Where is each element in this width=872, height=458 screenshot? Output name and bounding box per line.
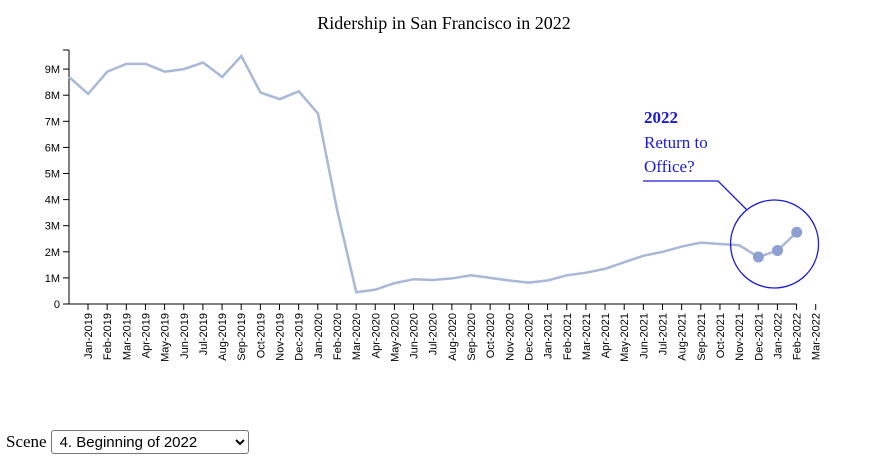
x-tick-label: Apr-2020 <box>370 313 382 358</box>
x-tick-label: Jul-2021 <box>658 313 670 355</box>
y-tick-label: 0 <box>54 299 60 311</box>
x-tick-label: Oct-2020 <box>485 313 497 358</box>
y-tick-label: 6M <box>45 142 60 154</box>
x-tick-label: Apr-2019 <box>140 313 152 358</box>
x-tick-label: Nov-2021 <box>734 313 746 361</box>
x-tick-label: Dec-2021 <box>753 313 765 361</box>
annotation-line: Office? <box>644 157 695 176</box>
x-tick-label: Jan-2019 <box>83 313 95 359</box>
chart-title: Ridership in San Francisco in 2022 <box>317 13 570 33</box>
x-tick-label: Jan-2021 <box>543 313 555 359</box>
x-tick-label: Nov-2020 <box>504 313 516 361</box>
x-tick-label: Mar-2021 <box>581 313 593 360</box>
highlight-point <box>752 251 764 263</box>
ridership-chart: Ridership in San Francisco in 2022 0 1M 2M… <box>45 13 823 362</box>
x-tick-label: Jun-2019 <box>179 313 191 359</box>
scene-select[interactable]: 4. Beginning of 2022 <box>50 430 249 454</box>
annotation-title: 2022 <box>644 108 678 127</box>
scene-control: Scene 4. Beginning of 2022 <box>6 430 249 454</box>
x-tick-label: Mar-2020 <box>351 313 363 360</box>
x-tick-label: Jul-2019 <box>198 313 210 355</box>
x-tick-label: Feb-2021 <box>562 313 574 360</box>
x-tick-label: Nov-2019 <box>275 313 287 361</box>
x-tick-label: Sep-2019 <box>236 313 248 361</box>
y-tick-label: 8M <box>45 90 60 102</box>
x-tick-label: Jun-2021 <box>638 313 650 359</box>
x-tick-label: Apr-2021 <box>600 313 612 358</box>
y-tick-label: 1M <box>45 273 60 285</box>
x-tick-label: May-2021 <box>619 313 631 362</box>
x-tick-label: Feb-2019 <box>102 313 114 360</box>
plot-area: 0 1M 2M 3M 4M 5M 6M 7M 8M 9M Jan-2019 Feb-2019 Mar-2… <box>45 49 823 362</box>
annotation-connector <box>643 180 748 211</box>
x-tick-label: Oct-2021 <box>715 313 727 358</box>
y-tick-label: 5M <box>45 169 60 181</box>
y-tick-label: 4M <box>45 195 60 207</box>
scene-label: Scene <box>6 432 47 451</box>
y-tick-label: 9M <box>45 64 60 76</box>
x-tick-label: Feb-2020 <box>332 313 344 360</box>
x-tick-label: Sep-2020 <box>466 313 478 361</box>
x-tick-label: Aug-2019 <box>217 313 229 361</box>
x-tick-label: Mar-2019 <box>121 313 133 360</box>
x-tick-label: Aug-2021 <box>677 313 689 361</box>
x-tick-label: May-2019 <box>160 313 172 362</box>
x-tick-label: Jul-2020 <box>428 313 440 355</box>
x-tick-label: Sep-2021 <box>696 313 708 361</box>
y-tick-label: 3M <box>45 221 60 233</box>
x-tick-label: Dec-2019 <box>294 313 306 361</box>
annotation-line: Return to <box>644 133 708 152</box>
x-tick-label: Jan-2020 <box>313 313 325 359</box>
highlight-point <box>791 226 803 238</box>
highlight-point <box>772 244 784 256</box>
y-tick-label: 7M <box>45 116 60 128</box>
x-tick-label: May-2020 <box>389 313 401 362</box>
x-tick-label: Jun-2020 <box>409 313 421 359</box>
annotation-circle <box>729 199 820 289</box>
ridership-series-line <box>68 53 798 294</box>
x-tick-label: Jan-2022 <box>772 313 784 359</box>
x-tick-label: Oct-2019 <box>255 313 267 358</box>
x-tick-label: Dec-2020 <box>523 313 535 361</box>
y-tick-label: 2M <box>45 247 60 259</box>
x-tick-label: Mar-2022 <box>811 313 823 360</box>
x-tick-label: Feb-2022 <box>792 313 804 360</box>
x-tick-label: Aug-2020 <box>447 313 459 361</box>
